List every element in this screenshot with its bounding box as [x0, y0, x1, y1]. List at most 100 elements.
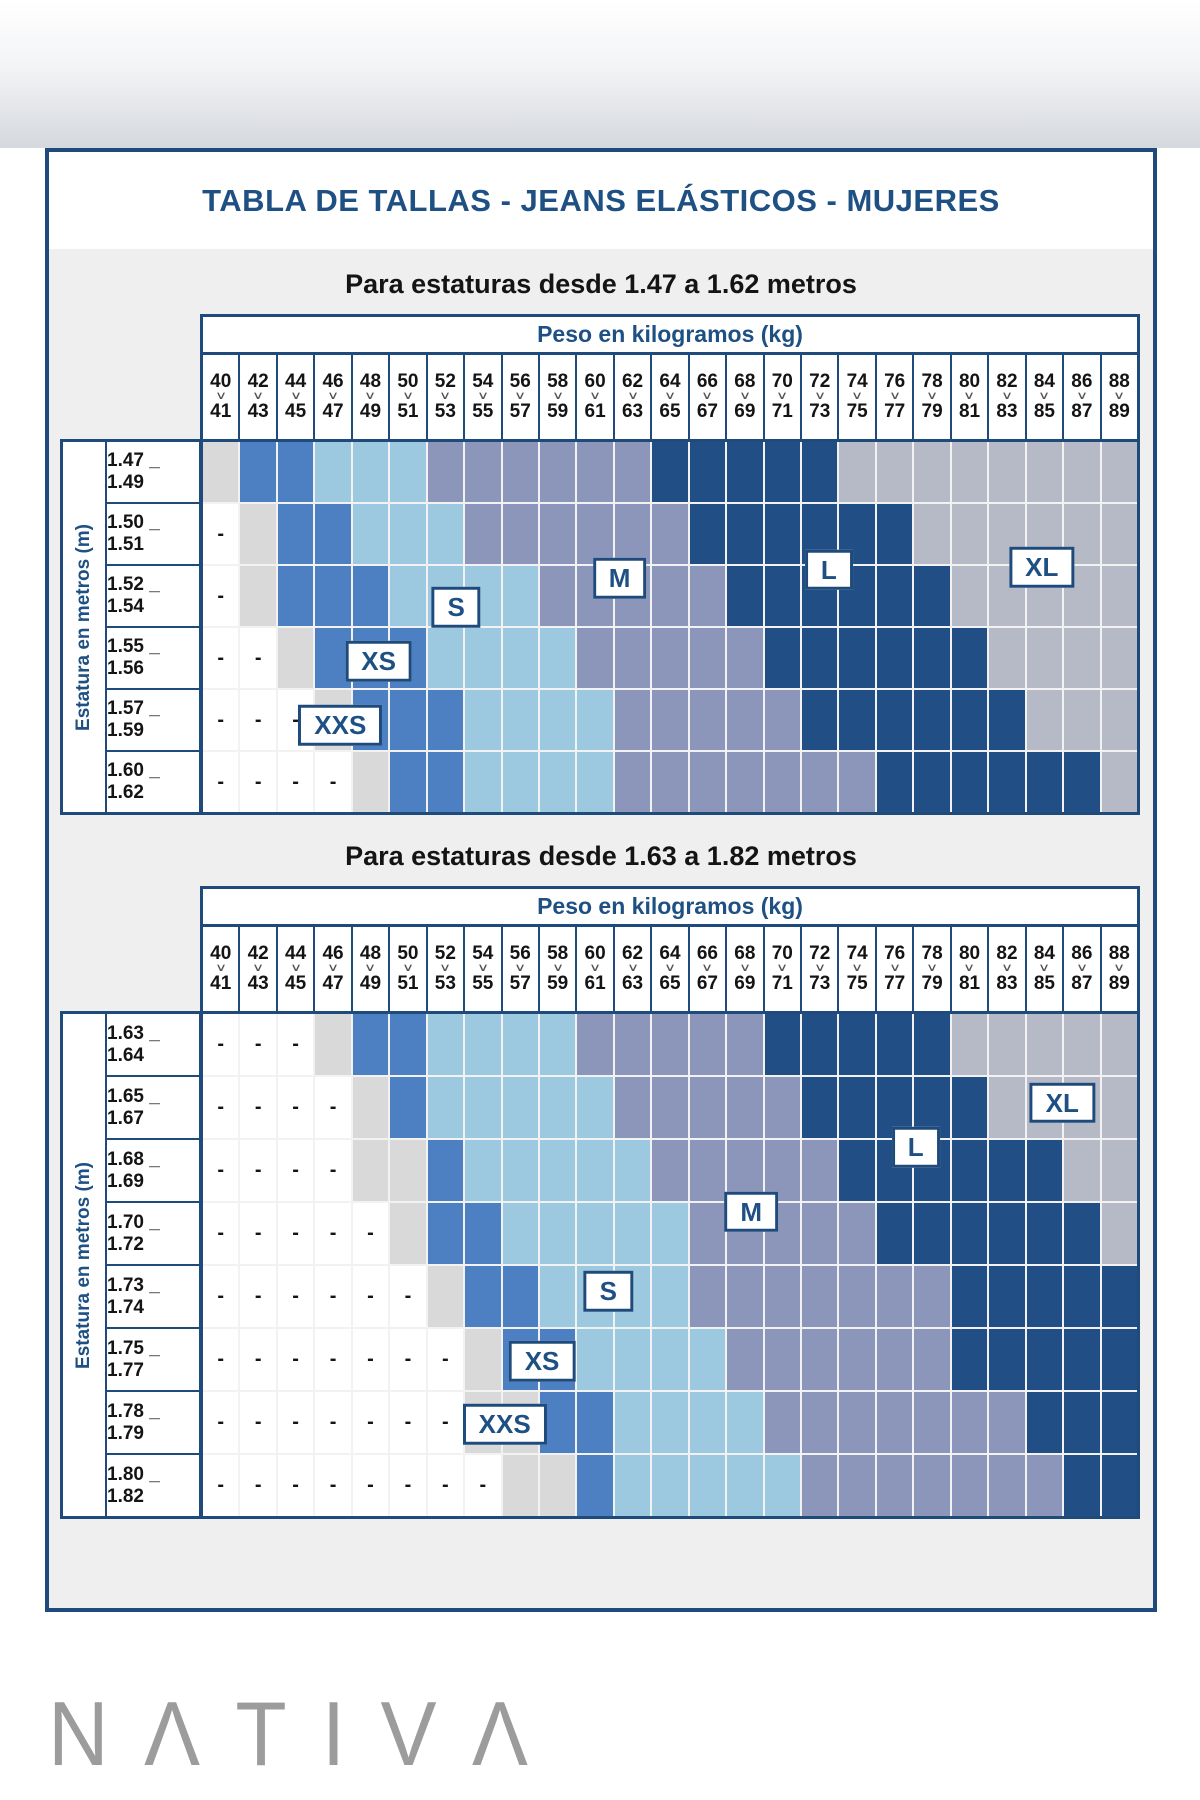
size-cell: [614, 504, 651, 564]
size-cell: [914, 690, 950, 750]
size-cell: [203, 442, 239, 502]
weight-range-cell: 80 ∨ 81: [951, 355, 988, 439]
size-cell: [1101, 566, 1137, 626]
weight-range-cell: 44 ∨ 45: [277, 927, 314, 1011]
size-cell: [727, 1392, 763, 1453]
weight-range-cell: 64 ∨ 65: [652, 355, 688, 439]
weight-range-cell: 88 ∨ 89: [1101, 355, 1137, 439]
weight-range-cell: 42 ∨ 43: [240, 355, 276, 439]
size-cell: [989, 1014, 1025, 1075]
size-cell: [802, 752, 838, 812]
range-chevron-icon: ∨: [888, 390, 901, 403]
size-cell: -: [352, 1455, 389, 1516]
size-cell: [539, 566, 576, 626]
range-chevron-icon: ∨: [1038, 962, 1051, 975]
size-cell: [427, 1203, 464, 1264]
height-range-label: 1.52 _ 1.54: [107, 566, 199, 626]
size-cell: [951, 752, 988, 812]
weight-range-cell: 80 ∨ 81: [951, 927, 988, 1011]
size-cell: [764, 1077, 801, 1138]
weight-axis-title: Peso en kilogramos (kg): [200, 886, 1140, 927]
weight-range-cell: 50 ∨ 51: [390, 355, 426, 439]
size-cell: [1026, 1140, 1063, 1201]
size-cell: [689, 566, 726, 626]
size-cell: [539, 690, 576, 750]
size-cell: -: [203, 628, 239, 688]
size-cell: [577, 1203, 613, 1264]
size-cell: -: [315, 1455, 351, 1516]
size-cell: -: [315, 1203, 351, 1264]
size-cell: [1064, 1392, 1100, 1453]
weight-range-cell: 48 ∨ 49: [352, 355, 389, 439]
size-cell: -: [203, 1266, 239, 1327]
size-cell: [914, 1014, 950, 1075]
size-cell: [989, 628, 1025, 688]
size-cell: [727, 752, 763, 812]
height-range-label: 1.80 _ 1.82: [107, 1455, 199, 1516]
size-cell: [989, 1140, 1025, 1201]
size-cell: [465, 442, 501, 502]
weight-range-cell: 78 ∨ 79: [914, 355, 950, 439]
size-cell: [876, 1203, 913, 1264]
size-cell: [427, 1266, 464, 1327]
weight-range-cell: 52 ∨ 53: [427, 927, 464, 1011]
size-cell: [1026, 628, 1063, 688]
height-range-label: 1.68 _ 1.69: [107, 1140, 199, 1201]
size-cell: [652, 1455, 688, 1516]
size-cell: [876, 1014, 913, 1075]
size-cell: -: [352, 1266, 389, 1327]
weight-range-cell: 68 ∨ 69: [727, 927, 763, 1011]
range-chevron-icon: ∨: [252, 390, 265, 403]
size-cell: [277, 566, 314, 626]
height-range-label: 1.73 _ 1.74: [107, 1266, 199, 1327]
weight-range-cell: 72 ∨ 73: [802, 355, 838, 439]
size-cell: [1026, 1203, 1063, 1264]
size-grid: - - - - - - - - - - - XXS XS S M L XL: [200, 439, 1140, 815]
size-cell: [315, 504, 351, 564]
range-chevron-icon: ∨: [663, 962, 677, 975]
range-chevron-icon: ∨: [551, 390, 564, 403]
weight-range-cell: 40 ∨ 41: [203, 355, 239, 439]
size-cell: [839, 1266, 875, 1327]
size-cell: [689, 752, 726, 812]
size-cell: [614, 1140, 651, 1201]
size-cell: [390, 690, 426, 750]
size-cell: [539, 1077, 576, 1138]
size-cell: [951, 690, 988, 750]
size-cell: [689, 1329, 726, 1390]
size-cell: -: [352, 1203, 389, 1264]
size-cell: [876, 1392, 913, 1453]
weight-range-cell: 74 ∨ 75: [839, 927, 875, 1011]
size-cell: -: [277, 1392, 314, 1453]
size-label-m: M: [724, 1191, 779, 1233]
size-cell: [727, 566, 763, 626]
size-cell: [951, 442, 988, 502]
size-cell: [577, 690, 613, 750]
size-cell: -: [240, 1329, 276, 1390]
weight-range-cell: 84 ∨ 85: [1026, 355, 1063, 439]
size-cell: [577, 1329, 613, 1390]
size-cell: [951, 628, 988, 688]
size-cell: [1064, 1455, 1100, 1516]
size-cell: -: [203, 752, 239, 812]
size-cell: [502, 1077, 538, 1138]
size-cell: [839, 1140, 875, 1201]
size-cell: [1101, 504, 1137, 564]
brand-logo: NΛTIVΛ: [48, 1683, 564, 1785]
size-cell: [914, 1455, 950, 1516]
size-cell: [951, 1266, 988, 1327]
range-chevron-icon: ∨: [776, 962, 789, 975]
size-cell: [764, 1140, 801, 1201]
range-chevron-icon: ∨: [926, 962, 939, 975]
size-cell: [315, 1014, 351, 1075]
range-chevron-icon: ∨: [589, 962, 602, 975]
weight-range-cell: 44 ∨ 45: [277, 355, 314, 439]
size-cell: [914, 442, 950, 502]
size-cell: -: [240, 690, 276, 750]
size-cell: [876, 1455, 913, 1516]
size-cell: [390, 566, 426, 626]
weight-range-cell: 88 ∨ 89: [1101, 927, 1137, 1011]
size-cell: [577, 442, 613, 502]
height-range-label: 1.60 _ 1.62: [107, 752, 199, 812]
weight-range-cell: 86 ∨ 87: [1064, 927, 1100, 1011]
